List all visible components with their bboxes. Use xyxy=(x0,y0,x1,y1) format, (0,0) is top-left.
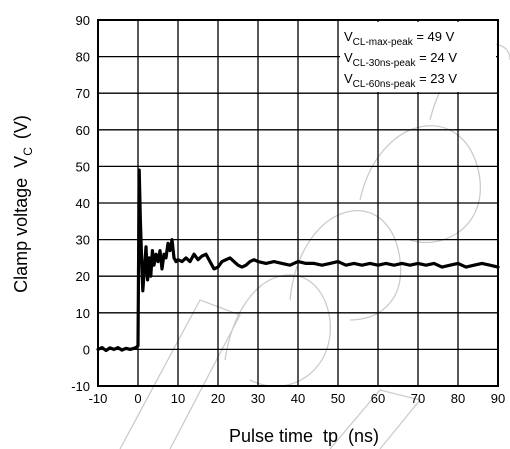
x-tick-label-0: 0 xyxy=(134,391,141,406)
y-tick-label-0: 0 xyxy=(83,342,90,357)
ticks: -10 0 10 20 30 40 50 60 70 80 90 -10 0 10 20 30 40 50 60 70… xyxy=(71,13,505,406)
annotation-background xyxy=(340,22,496,92)
series-layer xyxy=(96,168,500,353)
x-tick-label-50: 50 xyxy=(331,391,345,406)
y-axis-title-unit: (V) xyxy=(11,115,31,139)
y-tick-label-60: 60 xyxy=(76,123,90,138)
plot-frame xyxy=(97,19,499,387)
x-axis-title: Pulse time tp (ns) xyxy=(229,426,379,446)
y-tick-label-20: 20 xyxy=(76,269,90,284)
y-tick-label--10: -10 xyxy=(71,379,90,394)
y-tick-label-30: 30 xyxy=(76,233,90,248)
x-tick-label--10: -10 xyxy=(89,391,108,406)
y-axis-title-sub: C xyxy=(21,147,35,156)
x-tick-label-60: 60 xyxy=(371,391,385,406)
x-tick-label-70: 70 xyxy=(411,391,425,406)
x-tick-label-90: 90 xyxy=(491,391,505,406)
y-axis-title: Clamp voltage VC (V) xyxy=(11,100,35,318)
annotation-line-2: VCL-60ns-peak = 23 V xyxy=(344,71,457,90)
annotation-line-0: VCL-max-peak = 49 V xyxy=(344,29,455,48)
y-tick-label-70: 70 xyxy=(76,86,90,101)
annotation-line-1: VCL-30ns-peak = 24 V xyxy=(344,50,457,69)
x-tick-label-10: 10 xyxy=(171,391,185,406)
y-axis-title-main: Clamp voltage V xyxy=(11,156,31,293)
y-tick-label-90: 90 xyxy=(76,13,90,28)
x-tick-label-80: 80 xyxy=(451,391,465,406)
x-tick-label-30: 30 xyxy=(251,391,265,406)
y-tick-label-80: 80 xyxy=(76,50,90,65)
y-tick-label-10: 10 xyxy=(76,306,90,321)
y-tick-label-50: 50 xyxy=(76,159,90,174)
series-line-0 xyxy=(96,168,500,353)
x-tick-label-40: 40 xyxy=(291,391,305,406)
y-tick-label-40: 40 xyxy=(76,196,90,211)
x-tick-label-20: 20 xyxy=(211,391,225,406)
annotation-box: VCL-max-peak = 49 V VCL-30ns-peak = 24 V V… xyxy=(340,22,496,92)
